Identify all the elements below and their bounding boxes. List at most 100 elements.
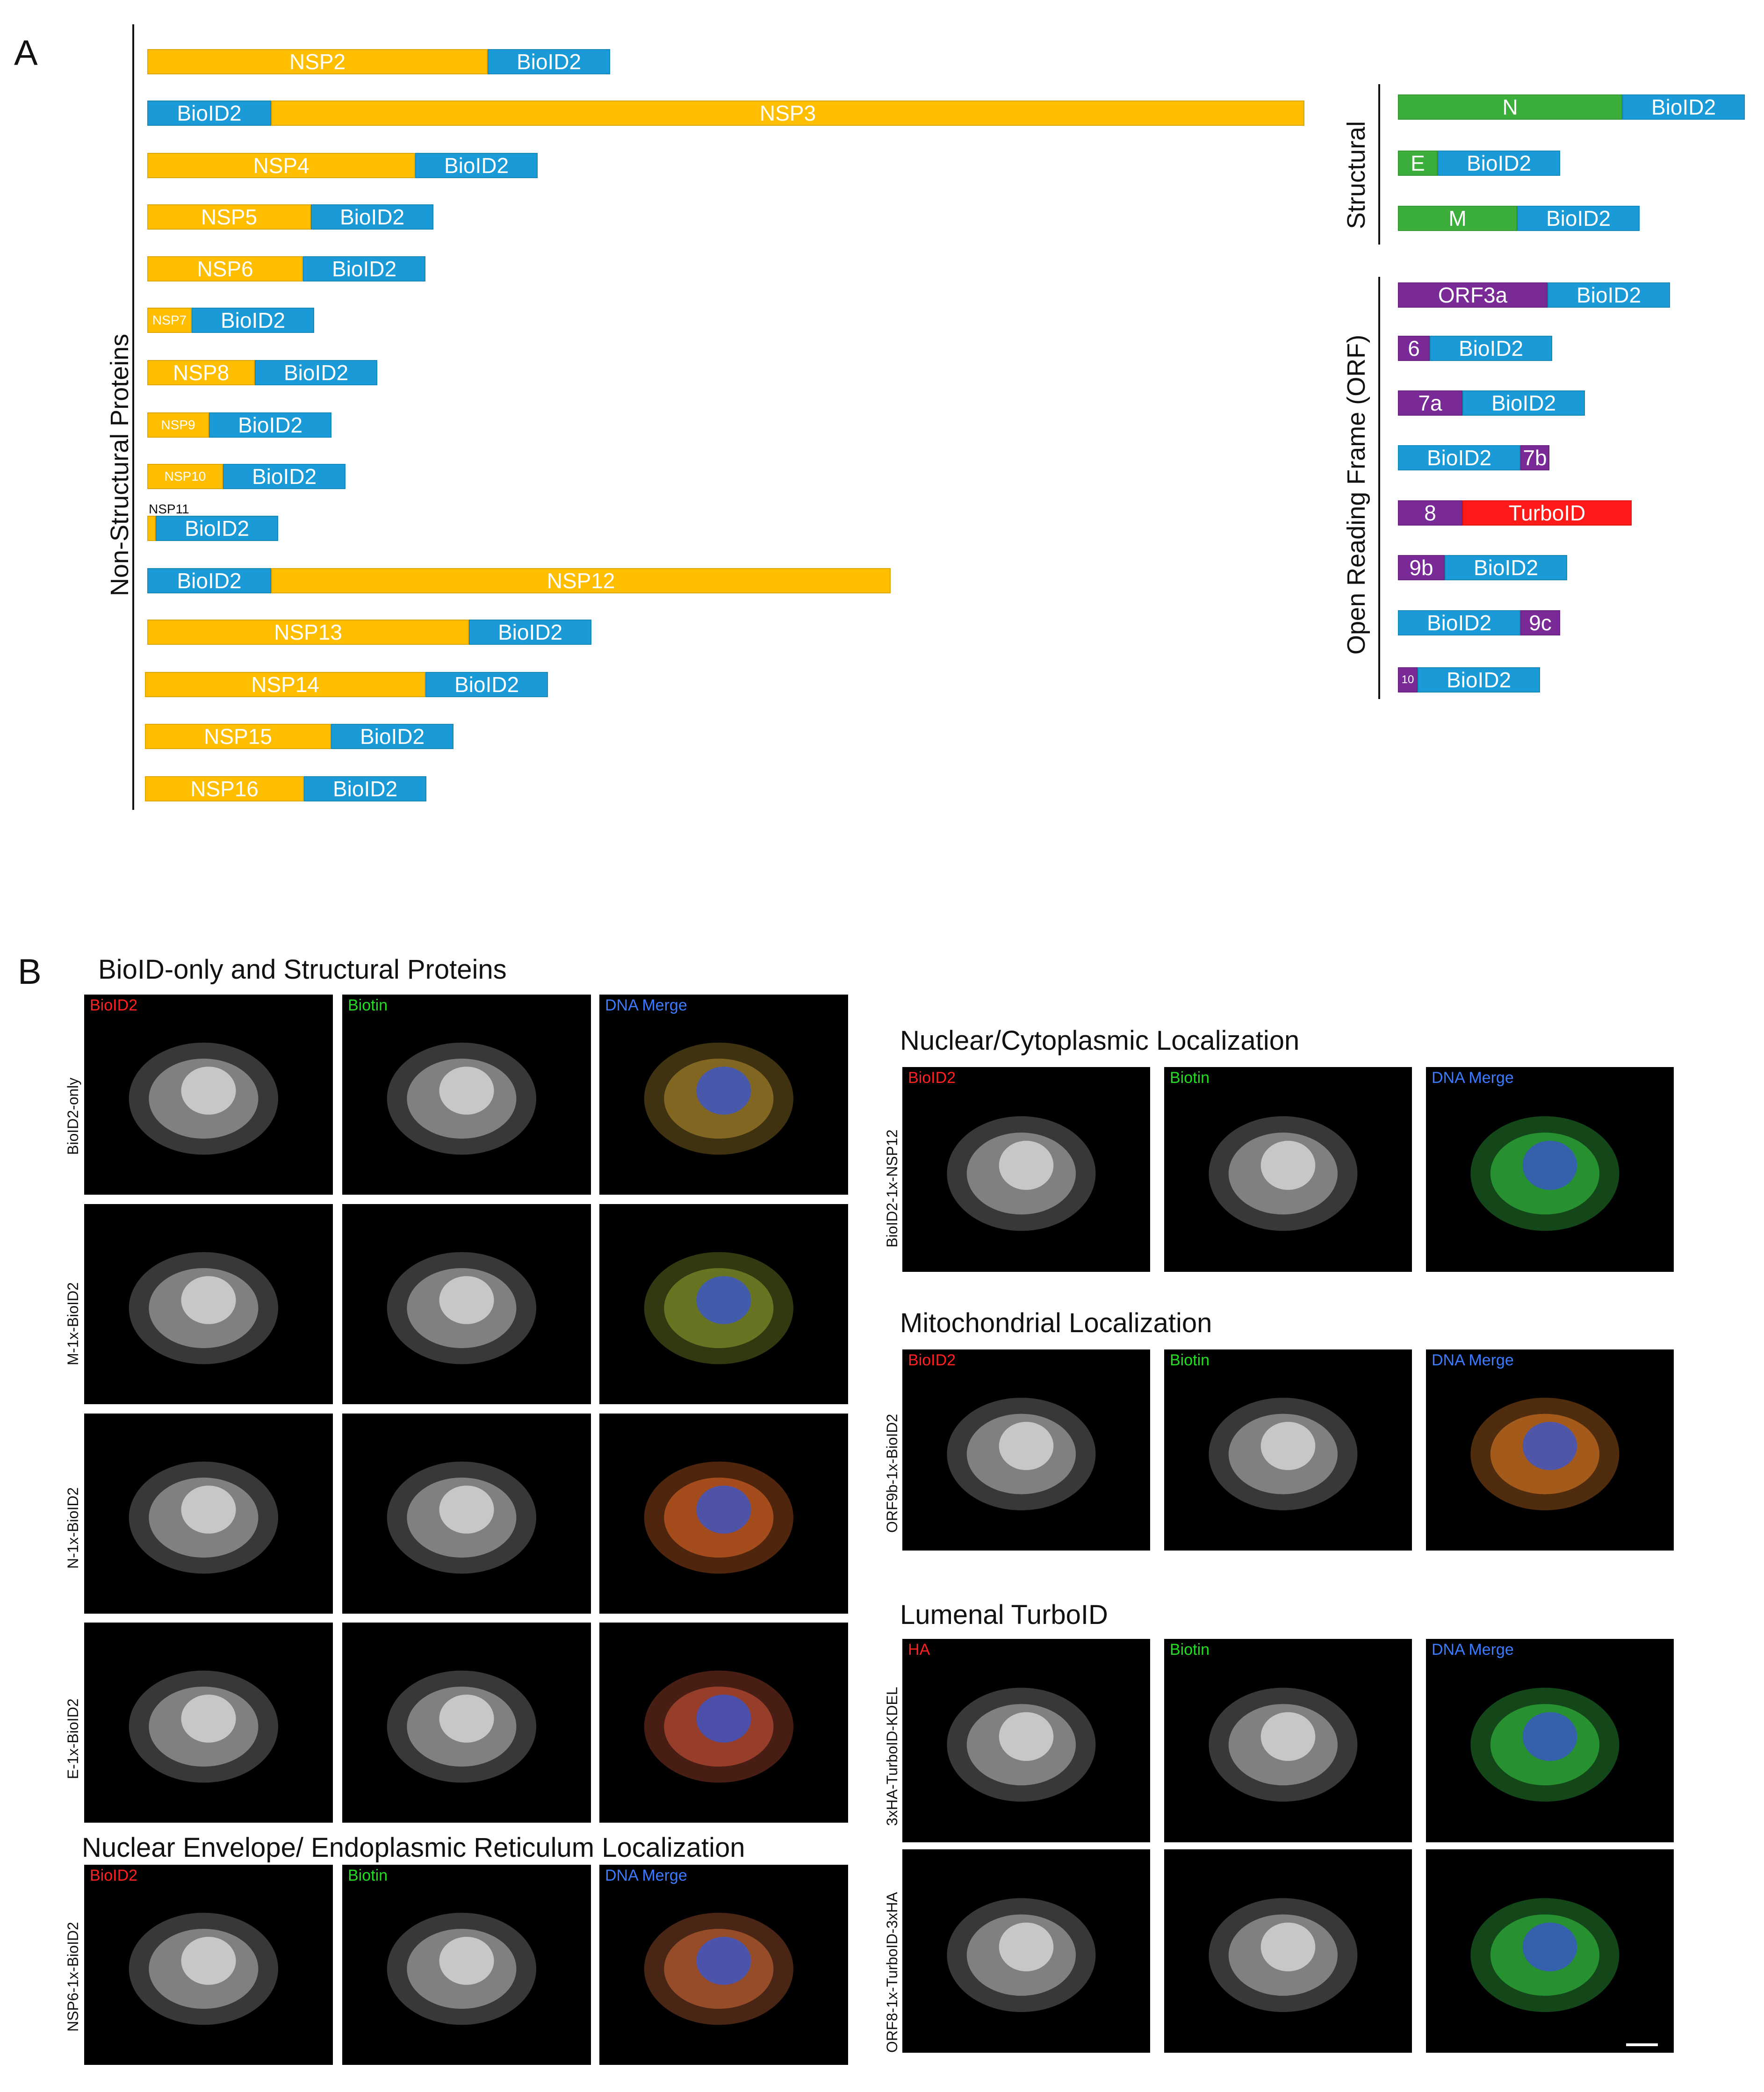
- construct-bar: NSP9 BioID2: [147, 412, 331, 438]
- row-label-nsp12: BioID2-1x-NSP12: [884, 1129, 900, 1248]
- micrograph-bioid2: BioID2: [902, 1067, 1150, 1272]
- row-label-kdel: 3xHA-TurboID-KDEL: [884, 1687, 900, 1826]
- construct-bar: NSP5 BioID2: [147, 204, 433, 230]
- construct-bar: ORF3a BioID2: [1398, 282, 1670, 308]
- scale-bar: [1626, 2043, 1658, 2046]
- bioid2-segment: BioID2: [255, 360, 377, 385]
- nsp11-label: NSP11: [149, 502, 189, 516]
- construct-bar: NSP8 BioID2: [147, 360, 377, 385]
- structural-bracket-line: [1378, 84, 1380, 245]
- protein-segment: NSP3: [271, 101, 1304, 126]
- row-label-m: M-1x-BioID2: [65, 1282, 81, 1365]
- protein-segment: 9b: [1398, 555, 1445, 580]
- orf-bracket-line: [1378, 277, 1380, 699]
- micrograph-biotin: Biotin: [342, 1865, 591, 2065]
- nonstructural-group-label: Non-Structural Proteins: [106, 333, 134, 596]
- bioid2-segment: BioID2: [1622, 94, 1745, 120]
- bioid2-segment: BioID2: [147, 568, 271, 593]
- construct-bar: N BioID2: [1398, 94, 1745, 120]
- protein-segment: 8: [1398, 500, 1462, 526]
- construct-bar: NSP16 BioID2: [145, 776, 426, 801]
- protein-segment: NSP6: [147, 256, 303, 281]
- bioid2-segment: BioID2: [331, 724, 454, 749]
- protein-segment: 10: [1398, 667, 1418, 693]
- bioid2-segment: BioID2: [209, 412, 331, 438]
- heading-lumenal: Lumenal TurboID: [900, 1600, 1108, 1630]
- bioid2-segment: BioID2: [192, 308, 314, 333]
- bioid2-segment: BioID2: [147, 101, 271, 126]
- protein-segment: NSP14: [145, 672, 425, 697]
- micrograph-biotin: [1164, 1849, 1412, 2053]
- protein-segment: NSP12: [271, 568, 891, 593]
- micrograph-bioid2: [84, 1414, 333, 1614]
- micrograph-merge: DNA Merge: [1426, 1067, 1674, 1272]
- construct-bar: 9b BioID2: [1398, 555, 1567, 580]
- construct-bar: E BioID2: [1398, 151, 1560, 176]
- micrograph-biotin: [342, 1414, 591, 1614]
- row-label-orf8: ORF8-1x-TurboID-3xHA: [884, 1892, 900, 2053]
- channel-label: BioID2: [90, 1867, 138, 1884]
- bioid2-segment: BioID2: [311, 204, 433, 230]
- micrograph-bioid2: BioID2: [84, 995, 333, 1195]
- protein-segment: NSP15: [145, 724, 331, 749]
- construct-bar: 8 TurboID: [1398, 500, 1632, 526]
- channel-label: Biotin: [348, 996, 388, 1014]
- panel-a-letter: A: [14, 33, 38, 73]
- bioid2-segment: BioID2: [1517, 206, 1640, 231]
- construct-bar: 10 BioID2: [1398, 667, 1540, 693]
- channel-label: DNA Merge: [605, 996, 687, 1014]
- construct-bar: NSP4 BioID2: [147, 153, 538, 178]
- channel-label: HA: [908, 1641, 930, 1659]
- construct-bar: BioID2 9c: [1398, 610, 1560, 635]
- bioid2-segment: BioID2: [1462, 390, 1585, 416]
- micrograph-merge: [599, 1204, 848, 1404]
- row-label-e: E-1x-BioID2: [65, 1698, 81, 1780]
- channel-label: BioID2: [908, 1351, 956, 1369]
- micrograph-merge: DNA Merge: [1426, 1349, 1674, 1551]
- construct-bar: 6 BioID2: [1398, 336, 1552, 361]
- micrograph-biotin: Biotin: [1164, 1067, 1412, 1272]
- micrograph-merge: DNA Merge: [599, 1865, 848, 2065]
- construct-bar: NSP2 BioID2: [147, 49, 610, 74]
- protein-segment: 7b: [1520, 445, 1549, 470]
- nonstructural-bracket-line: [132, 24, 134, 810]
- bioid2-segment: BioID2: [304, 776, 426, 801]
- heading-mito: Mitochondrial Localization: [900, 1308, 1212, 1338]
- protein-segment: NSP9: [147, 412, 209, 438]
- protein-segment: ORF3a: [1398, 282, 1548, 308]
- micrograph-bioid2: BioID2: [84, 1865, 333, 2065]
- bioid2-segment: BioID2: [1445, 555, 1567, 580]
- bioid2-segment: BioID2: [156, 516, 278, 541]
- micrograph-ha: [902, 1849, 1150, 2053]
- construct-bar: NSP10 BioID2: [147, 464, 346, 489]
- construct-bar: 7a BioID2: [1398, 390, 1585, 416]
- bioid2-segment: BioID2: [425, 672, 548, 697]
- construct-bar: NSP6 BioID2: [147, 256, 425, 281]
- construct-bar: BioID2 NSP3: [147, 101, 1304, 126]
- turboid-segment: TurboID: [1462, 500, 1632, 526]
- micrograph-bioid2: [84, 1204, 333, 1404]
- bioid2-segment: BioID2: [1398, 445, 1520, 470]
- construct-bar: NSP15 BioID2: [145, 724, 454, 749]
- bioid2-segment: BioID2: [303, 256, 425, 281]
- bioid2-segment: BioID2: [1548, 282, 1670, 308]
- micrograph-merge: [1426, 1849, 1674, 2053]
- micrograph-merge: DNA Merge: [1426, 1639, 1674, 1842]
- bioid2-segment: BioID2: [223, 464, 346, 489]
- micrograph-merge: [599, 1414, 848, 1614]
- row-label-orf9b: ORF9b-1x-BioID2: [884, 1414, 900, 1533]
- orf-group-label: Open Reading Frame (ORF): [1342, 334, 1370, 655]
- protein-segment: NSP7: [147, 308, 192, 333]
- channel-label: BioID2: [90, 996, 138, 1014]
- channel-label: Biotin: [1170, 1351, 1210, 1369]
- protein-segment: NSP5: [147, 204, 311, 230]
- row-label-nsp6: NSP6-1x-BioID2: [65, 1922, 81, 2032]
- construct-bar: BioID2: [147, 516, 278, 541]
- bioid2-segment: BioID2: [1398, 610, 1520, 635]
- protein-segment: NSP4: [147, 153, 415, 178]
- heading-nuc-cyto: Nuclear/Cytoplasmic Localization: [900, 1025, 1300, 1056]
- structural-group-label: Structural: [1342, 121, 1370, 229]
- row-label-bioid2-only: BioID2-only: [65, 1077, 81, 1155]
- micrograph-merge: DNA Merge: [599, 995, 848, 1195]
- construct-bar: BioID2 7b: [1398, 445, 1549, 470]
